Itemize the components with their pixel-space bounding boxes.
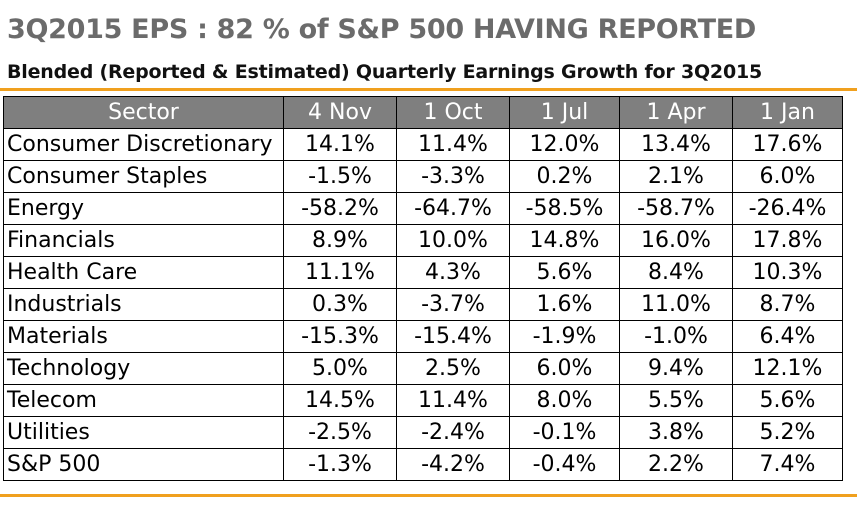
sector-cell: Industrials [3, 288, 284, 321]
value-cell: -64.7% [396, 192, 510, 225]
value-cell: 5.6% [509, 256, 620, 289]
value-cell: 14.8% [509, 224, 620, 257]
value-cell: 11.4% [396, 128, 510, 161]
value-cell: 11.4% [396, 384, 510, 417]
value-cell: 2.1% [619, 160, 733, 193]
value-cell: 8.0% [509, 384, 620, 417]
sector-cell: Health Care [3, 256, 284, 289]
table-row: Consumer Discretionary 14.1% 11.4% 12.0% 13.… [3, 128, 843, 161]
page-subtitle: Blended (Reported & Estimated) Quarterly… [7, 61, 763, 83]
value-cell: 10.3% [732, 256, 843, 289]
table-row: S&P 500 -1.3% -4.2% -0.4% 2.2% 7.4% [3, 448, 843, 481]
value-cell: 7.4% [732, 448, 843, 481]
column-header: 1 Jul [509, 96, 620, 129]
table-row: Materials -15.3% -15.4% -1.9% -1.0% 6.4% [3, 320, 843, 353]
column-header: Sector [3, 96, 284, 129]
sector-cell: S&P 500 [3, 448, 284, 481]
sector-cell: Materials [3, 320, 284, 353]
value-cell: 13.4% [619, 128, 733, 161]
value-cell: -2.4% [396, 416, 510, 449]
value-cell: -3.7% [396, 288, 510, 321]
sector-cell: Utilities [3, 416, 284, 449]
value-cell: 14.5% [283, 384, 397, 417]
sector-cell: Consumer Discretionary [3, 128, 284, 161]
table-row: Consumer Staples -1.5% -3.3% 0.2% 2.1% 6.0% [3, 160, 843, 193]
sector-cell: Financials [3, 224, 284, 257]
value-cell: -2.5% [283, 416, 397, 449]
bottom-accent-rule [0, 494, 857, 497]
table-row: Industrials 0.3% -3.7% 1.6% 11.0% 8.7% [3, 288, 843, 321]
value-cell: 3.8% [619, 416, 733, 449]
value-cell: 11.0% [619, 288, 733, 321]
value-cell: 5.2% [732, 416, 843, 449]
page-title: 3Q2015 EPS : 82 % of S&P 500 HAVING REPO… [7, 14, 757, 45]
table-row: Health Care 11.1% 4.3% 5.6% 8.4% 10.3% [3, 256, 843, 289]
value-cell: -0.1% [509, 416, 620, 449]
value-cell: -3.3% [396, 160, 510, 193]
value-cell: 8.7% [732, 288, 843, 321]
value-cell: -58.2% [283, 192, 397, 225]
value-cell: 11.1% [283, 256, 397, 289]
value-cell: 2.2% [619, 448, 733, 481]
value-cell: -1.3% [283, 448, 397, 481]
table-row: Financials 8.9% 10.0% 14.8% 16.0% 17.8% [3, 224, 843, 257]
value-cell: 5.6% [732, 384, 843, 417]
value-cell: 5.5% [619, 384, 733, 417]
value-cell: -15.4% [396, 320, 510, 353]
value-cell: 16.0% [619, 224, 733, 257]
value-cell: -0.4% [509, 448, 620, 481]
value-cell: -58.7% [619, 192, 733, 225]
value-cell: 6.4% [732, 320, 843, 353]
column-header: 4 Nov [283, 96, 397, 129]
column-header: 1 Oct [396, 96, 510, 129]
value-cell: 2.5% [396, 352, 510, 385]
value-cell: 10.0% [396, 224, 510, 257]
value-cell: -1.5% [283, 160, 397, 193]
value-cell: 14.1% [283, 128, 397, 161]
column-header: 1 Apr [619, 96, 733, 129]
value-cell: 9.4% [619, 352, 733, 385]
value-cell: -1.9% [509, 320, 620, 353]
table-body: Consumer Discretionary 14.1% 11.4% 12.0% 13.… [3, 128, 843, 481]
value-cell: 6.0% [732, 160, 843, 193]
sector-cell: Telecom [3, 384, 284, 417]
table-row: Energy -58.2% -64.7% -58.5% -58.7% -26.4% [3, 192, 843, 225]
value-cell: -58.5% [509, 192, 620, 225]
sector-cell: Technology [3, 352, 284, 385]
value-cell: -15.3% [283, 320, 397, 353]
value-cell: 17.8% [732, 224, 843, 257]
column-header: 1 Jan [732, 96, 843, 129]
value-cell: 1.6% [509, 288, 620, 321]
value-cell: 12.0% [509, 128, 620, 161]
value-cell: 4.3% [396, 256, 510, 289]
value-cell: 0.3% [283, 288, 397, 321]
value-cell: 12.1% [732, 352, 843, 385]
top-accent-rule [0, 88, 857, 91]
value-cell: 6.0% [509, 352, 620, 385]
table-row: Technology 5.0% 2.5% 6.0% 9.4% 12.1% [3, 352, 843, 385]
table-row: Telecom 14.5% 11.4% 8.0% 5.5% 5.6% [3, 384, 843, 417]
sector-cell: Consumer Staples [3, 160, 284, 193]
sector-cell: Energy [3, 192, 284, 225]
value-cell: 8.9% [283, 224, 397, 257]
table-header-row: Sector 4 Nov 1 Oct 1 Jul 1 Apr 1 Jan [3, 96, 843, 129]
value-cell: 17.6% [732, 128, 843, 161]
table-row: Utilities -2.5% -2.4% -0.1% 3.8% 5.2% [3, 416, 843, 449]
value-cell: 0.2% [509, 160, 620, 193]
value-cell: 8.4% [619, 256, 733, 289]
value-cell: -1.0% [619, 320, 733, 353]
value-cell: 5.0% [283, 352, 397, 385]
earnings-growth-table: Sector 4 Nov 1 Oct 1 Jul 1 Apr 1 Jan Con… [3, 96, 843, 481]
value-cell: -4.2% [396, 448, 510, 481]
value-cell: -26.4% [732, 192, 843, 225]
